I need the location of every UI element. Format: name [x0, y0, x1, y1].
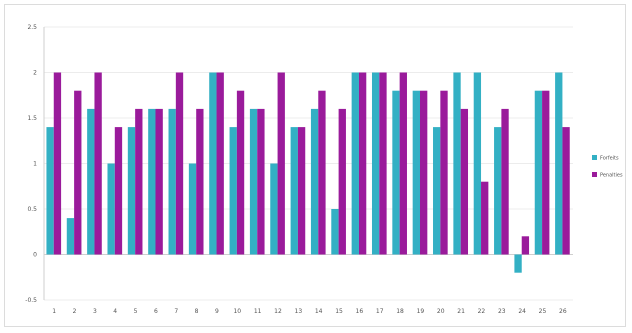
- bar-forfeits: [392, 90, 400, 255]
- x-tick-label: 3: [93, 308, 97, 315]
- x-tick-labels: 1 2 3 4 5 6 7 8 9 10 11 12 13 14 15 16 17 18 19 20 21 22 23 24 2…: [52, 308, 567, 315]
- bar-penalties: [379, 72, 387, 255]
- bar-forfeits: [433, 127, 441, 255]
- bar-forfeits: [46, 127, 54, 255]
- x-tick-label: 19: [417, 308, 425, 315]
- bar-forfeits: [107, 163, 115, 255]
- x-tick-label: 14: [315, 308, 323, 315]
- bar-forfeits: [453, 72, 461, 255]
- x-tick-label: 4: [113, 308, 117, 315]
- x-tick-label: 2: [73, 308, 77, 315]
- bar-penalties: [94, 72, 102, 255]
- x-tick-label: 5: [134, 308, 138, 315]
- bar-penalties: [338, 108, 346, 255]
- legend-swatch: [592, 155, 597, 160]
- bar-forfeits: [188, 163, 197, 255]
- x-tick-label: 9: [215, 308, 219, 315]
- x-tick-label: 26: [559, 308, 567, 315]
- x-tick-label: 11: [254, 308, 262, 315]
- bar-penalties: [135, 108, 143, 255]
- bar-forfeits: [412, 90, 420, 255]
- bar-penalties: [460, 108, 469, 255]
- bar-penalties: [216, 72, 224, 255]
- bar-penalties: [257, 108, 265, 255]
- bars: [46, 72, 570, 273]
- bar-penalties: [542, 90, 550, 255]
- x-tick-label: 17: [376, 308, 384, 315]
- bar-forfeits: [555, 72, 563, 255]
- x-tick-label: 21: [457, 308, 465, 315]
- bar-forfeits: [209, 72, 217, 255]
- bar-forfeits: [270, 163, 278, 255]
- bar-forfeits: [371, 72, 380, 255]
- bar-forfeits: [66, 218, 75, 255]
- bar-penalties: [318, 90, 326, 255]
- x-tick-label: 23: [498, 308, 506, 315]
- x-tick-label: 7: [174, 308, 178, 315]
- bar-forfeits: [229, 127, 237, 255]
- x-tick-label: 16: [356, 308, 364, 315]
- y-tick-label: -0.5: [25, 297, 37, 304]
- legend-label: Penalties: [600, 173, 623, 179]
- bar-forfeits: [534, 90, 543, 255]
- y-tick-label: 2.5: [27, 24, 37, 31]
- x-tick-label: 8: [195, 308, 199, 315]
- bar-penalties: [236, 90, 245, 255]
- x-tick-label: 18: [396, 308, 404, 315]
- bar-penalties: [155, 108, 163, 255]
- bar-forfeits: [148, 108, 156, 255]
- x-tick-label: 6: [154, 308, 158, 315]
- x-tick-label: 25: [539, 308, 547, 315]
- x-tick-label: 24: [518, 308, 526, 315]
- y-tick-label: 0.5: [27, 206, 37, 213]
- x-tick-label: 12: [274, 308, 282, 315]
- gridlines: [44, 26, 573, 301]
- bar-forfeits: [310, 108, 319, 255]
- legend-swatch: [592, 172, 597, 177]
- y-tick-labels: 2.5 2 1.5 1 0.5 0 -0.5: [25, 24, 37, 304]
- bar-penalties: [419, 90, 428, 255]
- bar-penalties: [399, 72, 407, 255]
- bar-penalties: [196, 108, 204, 255]
- bar-forfeits: [87, 108, 95, 255]
- x-tick-label: 15: [335, 308, 343, 315]
- bar-penalties: [175, 72, 184, 255]
- bar-penalties: [440, 90, 448, 255]
- x-tick-label: 10: [233, 308, 241, 315]
- bar-forfeits: [127, 127, 136, 255]
- bar-penalties: [521, 236, 530, 255]
- x-tick-label: 20: [437, 308, 445, 315]
- x-tick-label: 13: [295, 308, 303, 315]
- bar-penalties: [501, 108, 509, 255]
- y-tick-label: 1: [33, 161, 37, 168]
- bar-penalties: [297, 127, 306, 255]
- bar-penalties: [481, 181, 489, 255]
- y-tick-label: 0: [33, 252, 37, 259]
- y-tick-label: 2: [33, 70, 37, 77]
- bar-penalties: [74, 90, 82, 255]
- y-tick-label: 1.5: [27, 115, 37, 122]
- bar-forfeits: [249, 108, 258, 255]
- legend: Forfeits Penalties: [592, 155, 623, 179]
- bar-forfeits: [168, 108, 176, 255]
- bar-penalties: [277, 72, 285, 255]
- bar-forfeits: [473, 72, 482, 255]
- bar-forfeits: [494, 127, 502, 255]
- bar-penalties: [358, 72, 367, 255]
- bar-forfeits: [331, 209, 339, 255]
- bar-forfeits: [514, 254, 522, 273]
- bar-penalties: [562, 127, 570, 255]
- bar-forfeits: [351, 72, 359, 255]
- legend-label: Forfeits: [600, 156, 619, 162]
- x-tick-label: 1: [52, 308, 56, 315]
- x-tick-label: 22: [478, 308, 486, 315]
- bar-penalties: [114, 127, 123, 255]
- bar-forfeits: [290, 127, 298, 255]
- bar-penalties: [53, 72, 62, 255]
